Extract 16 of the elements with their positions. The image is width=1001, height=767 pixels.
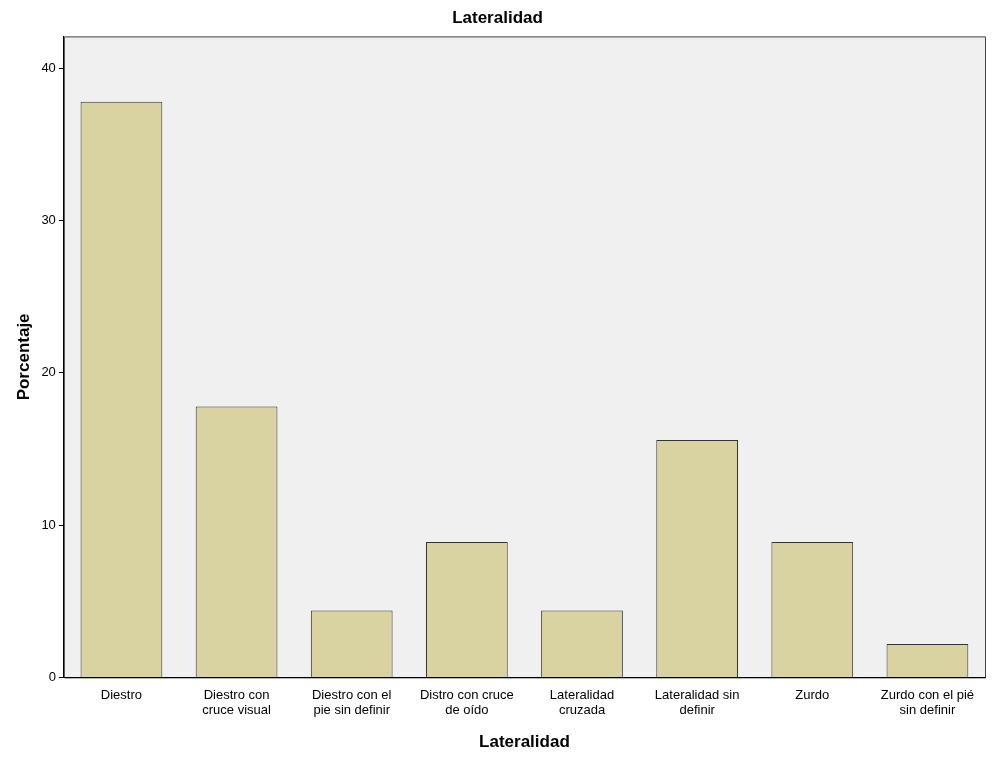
x-axis-title: Lateralidad <box>479 732 570 752</box>
y-tick-label: 30 <box>41 212 56 228</box>
y-tick-label: 20 <box>41 364 56 380</box>
chart-title: Lateralidad <box>452 7 543 27</box>
x-tick-label: Lateralidad sin definir <box>654 686 740 718</box>
x-tick-label: Zurdo con el pié sin definir <box>880 686 975 718</box>
x-tick-label: Zurdo <box>795 686 830 702</box>
y-axis-title: Porcentaje <box>13 313 33 401</box>
x-tick-label: Distro con cruce de oído <box>419 686 514 718</box>
x-tick-label: Diestro con cruce visual <box>202 686 271 718</box>
x-tick-label: Lateralidad cruzada <box>549 686 615 718</box>
y-tick-label: 40 <box>41 59 56 75</box>
x-tick-label: Diestro con el pie sin definir <box>311 686 392 718</box>
y-tick-label: 0 <box>48 668 56 684</box>
y-tick-label: 10 <box>41 516 56 532</box>
x-tick-label: Diestro <box>100 686 143 702</box>
